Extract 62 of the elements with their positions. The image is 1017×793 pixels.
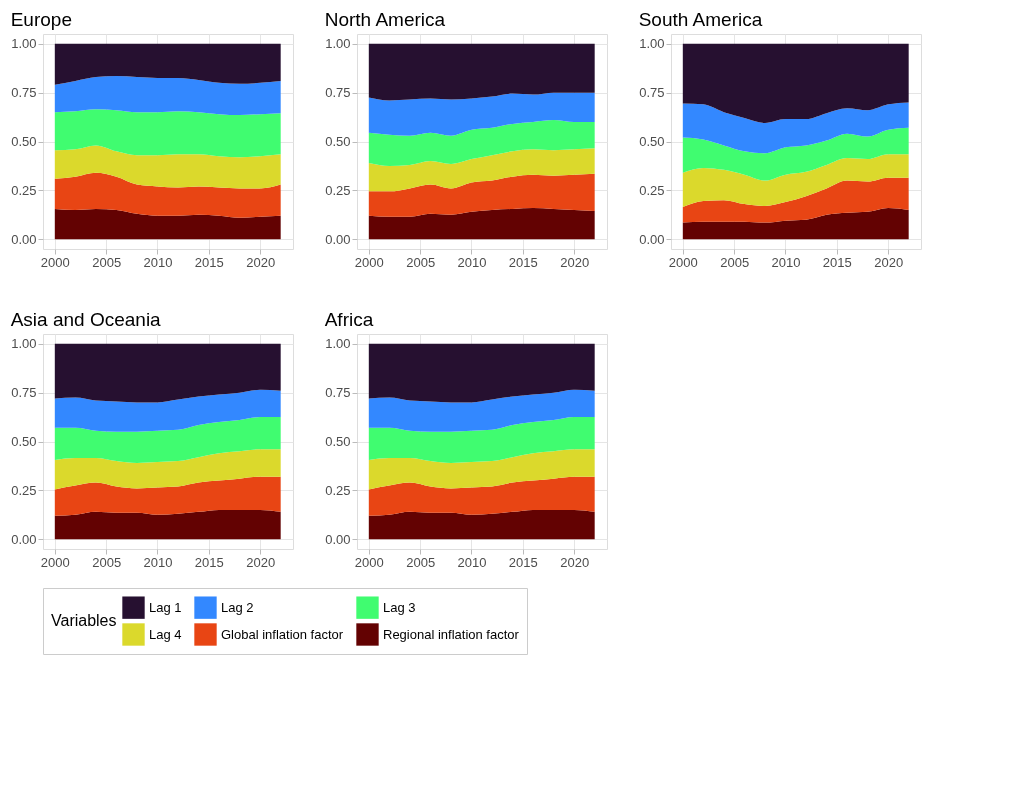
y-tick-label: 0.75 <box>11 385 37 401</box>
x-tick-label: 2000 <box>668 254 698 270</box>
x-tick-label: 2010 <box>457 554 487 570</box>
y-tick-label: 0.00 <box>11 231 37 247</box>
y-tick-label: 0.75 <box>325 385 351 401</box>
y-tick-label: 1.00 <box>11 36 37 52</box>
y-tick-label: 1.00 <box>325 336 351 352</box>
x-tick-label: 2020 <box>874 254 904 270</box>
legend-label: Global inflation factor <box>221 626 344 642</box>
y-tick-label: 1.00 <box>639 36 665 52</box>
x-tick-label: 2000 <box>40 254 70 270</box>
y-tick-label: 0.75 <box>639 85 665 101</box>
x-tick-label: 2000 <box>40 554 70 570</box>
y-tick-label: 1.00 <box>11 336 37 352</box>
x-tick-label: 2020 <box>246 254 276 270</box>
y-tick-label: 0.50 <box>639 134 665 149</box>
y-tick-label: 0.00 <box>639 231 665 247</box>
chart-title: North America <box>324 9 446 30</box>
chart-title: Africa <box>324 309 374 330</box>
x-tick-label: 2020 <box>560 254 590 270</box>
x-tick-label: 2015 <box>508 554 538 570</box>
x-tick-label: 2020 <box>246 554 276 570</box>
y-tick-label: 0.50 <box>11 434 37 449</box>
chart-title: Europe <box>10 9 72 30</box>
y-tick-label: 0.25 <box>11 182 37 198</box>
legend-title: Variables <box>51 612 117 629</box>
x-tick-label: 2005 <box>92 554 122 570</box>
y-tick-label: 0.25 <box>325 482 351 498</box>
x-tick-label: 2005 <box>406 254 436 270</box>
y-tick-label: 0.00 <box>11 531 37 547</box>
x-tick-label: 2015 <box>194 554 224 570</box>
x-tick-label: 2010 <box>143 254 173 270</box>
y-tick-label: 0.00 <box>325 231 351 247</box>
x-tick-label: 2010 <box>143 554 173 570</box>
y-tick-label: 0.50 <box>11 134 37 149</box>
y-tick-label: 0.25 <box>639 182 665 198</box>
x-tick-label: 2005 <box>92 254 122 270</box>
chart-title: Asia and Oceania <box>10 309 162 330</box>
y-tick-label: 1.00 <box>325 36 351 52</box>
x-tick-label: 2015 <box>194 254 224 270</box>
x-tick-label: 2015 <box>822 254 852 270</box>
chart-title: South America <box>638 9 763 30</box>
y-tick-label: 0.75 <box>325 85 351 101</box>
legend-label: Lag 1 <box>149 599 182 615</box>
x-tick-label: 2005 <box>406 554 436 570</box>
x-tick-label: 2015 <box>508 254 538 270</box>
legend-label: Regional inflation factor <box>383 626 520 642</box>
x-tick-label: 2010 <box>771 254 801 270</box>
y-tick-label: 0.25 <box>325 182 351 198</box>
y-tick-label: 0.00 <box>325 531 351 547</box>
x-tick-label: 2005 <box>720 254 750 270</box>
y-tick-label: 0.50 <box>325 134 351 149</box>
x-tick-label: 2020 <box>560 554 590 570</box>
x-tick-label: 2000 <box>354 554 384 570</box>
x-tick-label: 2010 <box>457 254 487 270</box>
legend-label: Lag 4 <box>149 626 182 642</box>
x-tick-label: 2000 <box>354 254 384 270</box>
legend-label: Lag 3 <box>383 599 416 615</box>
y-tick-label: 0.50 <box>325 434 351 449</box>
legend-label: Lag 2 <box>221 599 254 615</box>
y-tick-label: 0.25 <box>11 482 37 498</box>
y-tick-label: 0.75 <box>11 85 37 101</box>
